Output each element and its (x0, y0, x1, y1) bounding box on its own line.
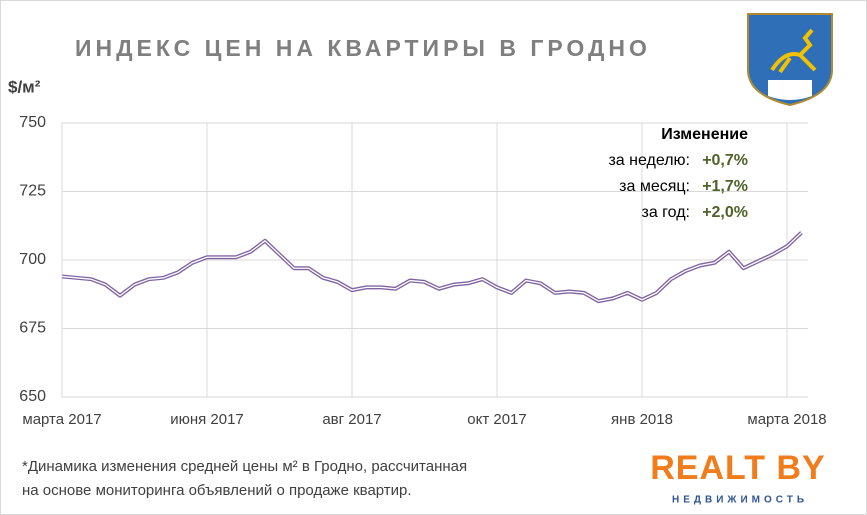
annotation-label: за месяц: (619, 178, 690, 195)
logo: REALT BY (650, 449, 825, 487)
chart-title: ИНДЕКС ЦЕН НА КВАРТИРЫ В ГРОДНО (75, 35, 651, 61)
annotation-value: +1,7% (702, 178, 748, 195)
y-tick-label: 750 (19, 114, 46, 131)
annotation-label: за неделю: (608, 152, 690, 169)
x-tick-label: янв 2018 (611, 411, 673, 428)
series-line-inner (61, 232, 802, 302)
footnote: на основе мониторинга объявлений о прода… (22, 482, 412, 499)
x-tick-label: марта 2018 (747, 411, 826, 428)
x-tick-label: марта 2017 (22, 411, 101, 428)
x-tick-label: авг 2017 (322, 411, 381, 428)
annotation: Изменение за неделю: +0,7% за месяц: +1,… (608, 126, 748, 221)
annotation-value: +0,7% (702, 152, 748, 169)
x-tick-label: июня 2017 (170, 411, 244, 428)
annotation-value: +2,0% (702, 204, 748, 221)
logo-tagline: НЕДВИЖИМОСТЬ (672, 495, 808, 506)
y-tick-label: 675 (19, 320, 46, 337)
coat-of-arms (747, 13, 833, 107)
y-tick-label: 700 (19, 251, 46, 268)
y-tick-label: 650 (19, 388, 46, 405)
x-tick-label: окт 2017 (467, 411, 526, 428)
y-axis-label: $/м² (8, 77, 41, 96)
footnote: *Динамика изменения средней цены м² в Гр… (22, 458, 467, 475)
annotation-label: за год: (642, 204, 691, 221)
annotation-heading: Изменение (661, 126, 748, 143)
y-tick-label: 725 (19, 183, 46, 200)
